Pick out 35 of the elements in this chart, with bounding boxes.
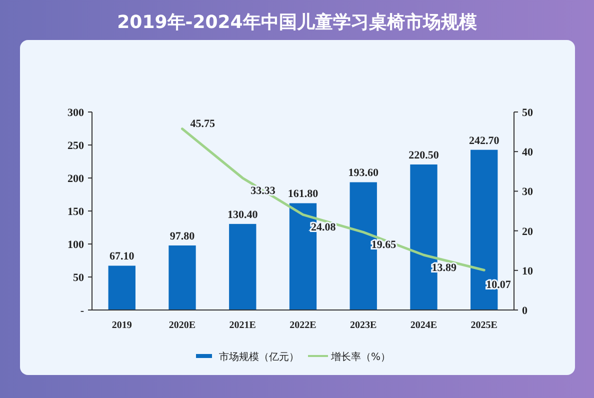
x-tick-label: 2020E: [168, 320, 196, 331]
y-tick-label: 100: [68, 239, 84, 251]
x-tick-label: 2023E: [350, 320, 378, 331]
data-label: 130.40: [228, 208, 258, 221]
bar: [108, 266, 136, 310]
legend-label: 市场规模（亿元）: [219, 351, 299, 363]
data-label: 161.80: [288, 188, 319, 200]
y-tick-label: 150: [68, 206, 84, 218]
y2-tick-label: 50: [522, 107, 534, 119]
y-tick-label: 250: [68, 140, 84, 152]
y2-tick-label: 20: [522, 226, 534, 238]
bar: [229, 224, 256, 310]
y-tick-label: 50: [73, 272, 84, 284]
x-tick-label: 2025E: [470, 320, 498, 331]
chart-title: 2019年-2024年中国儿童学习桌椅市场规模: [117, 12, 477, 33]
data-label: 242.70: [468, 134, 500, 147]
y-tick-label: -: [80, 305, 84, 317]
bar: [168, 245, 196, 310]
x-tick-label: 2024E: [410, 320, 438, 331]
y2-tick-label: 30: [522, 186, 534, 198]
y-tick-label: 200: [68, 173, 84, 185]
data-label: 97.80: [170, 230, 196, 242]
data-label: 33.33: [250, 185, 276, 198]
y2-tick-label: 40: [522, 146, 534, 159]
legend-label: 增长率（%）: [330, 351, 391, 363]
y2-tick-label: 10: [522, 265, 534, 278]
y-tick-label: 300: [68, 107, 84, 119]
data-label: 45.75: [190, 118, 216, 130]
x-tick-label: 2021E: [229, 320, 256, 331]
data-label: 193.60: [348, 167, 379, 180]
x-tick-label: 2019: [112, 320, 132, 331]
data-label: 220.50: [408, 149, 440, 162]
x-tick-label: 2022E: [290, 320, 317, 331]
data-label: 67.10: [110, 250, 135, 263]
y2-tick-label: 0: [522, 305, 528, 317]
